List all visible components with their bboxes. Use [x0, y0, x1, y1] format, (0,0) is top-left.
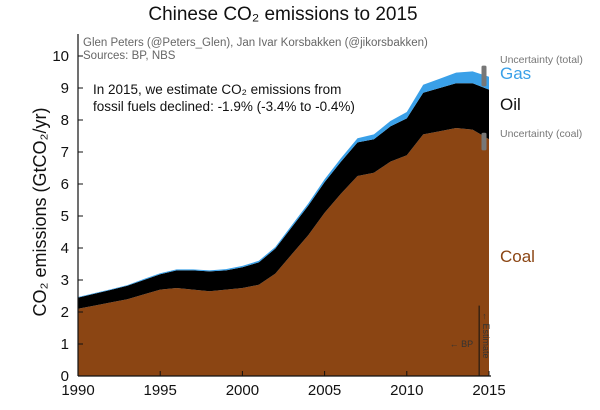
y-tick-label: 5: [61, 208, 69, 225]
y-tick-label: 3: [61, 272, 69, 289]
uncertainty-bars: [481, 65, 487, 151]
x-tick-label: 2010: [390, 382, 423, 399]
area-gas: [78, 71, 489, 298]
y-axis-label: CO₂ emissions (GtCO₂/yr): [30, 108, 50, 317]
y-tick-label: 0: [61, 368, 69, 385]
x-tick-label: 2015: [472, 382, 505, 399]
y-tick-label: 8: [61, 112, 69, 129]
y-tick-label: 6: [61, 176, 69, 193]
legend-gas: Gas: [500, 64, 531, 83]
stacked-areas: [78, 71, 489, 376]
y-ticks: 0 1 2 3 4 5 6 7 8 9 10: [52, 48, 83, 385]
area-oil: [78, 83, 489, 309]
x-tick-label: 1995: [144, 382, 177, 399]
uncertainty-bar-total: [481, 65, 487, 87]
y-tick-label: 1: [61, 336, 69, 353]
y-tick-label: 9: [61, 80, 69, 97]
legend-coal: Coal: [500, 247, 535, 266]
chart-title: Chinese CO₂ emissions to 2015: [148, 4, 417, 25]
legend-oil: Oil: [500, 95, 521, 114]
x-tick-label: 1990: [61, 382, 94, 399]
annotation-line-2: fossil fuels declined: -1.9% (-3.4% to -…: [93, 99, 355, 114]
y-tick-label: 10: [52, 48, 69, 65]
estimate-label: ← Estimate: [481, 312, 491, 359]
credit-text: Glen Peters (@Peters_Glen), Jan Ivar Kor…: [83, 37, 428, 49]
legend-uncertainty-total: Uncertainty (total): [500, 54, 583, 66]
annotation-line-1: In 2015, we estimate CO₂ emissions from: [93, 82, 341, 97]
y-tick-label: 4: [61, 240, 69, 257]
area-coal: [78, 128, 489, 376]
legend-uncertainty-coal: Uncertainty (coal): [500, 128, 582, 140]
x-tick-label: 2000: [226, 382, 259, 399]
x-ticks: 1990 1995 2000 2005 2010 2015: [61, 371, 506, 399]
x-tick-label: 2005: [308, 382, 341, 399]
y-tick-label: 7: [61, 144, 69, 161]
y-tick-label: 2: [61, 304, 69, 321]
sources-text: Sources: BP, NBS: [83, 50, 176, 62]
axes: [77, 34, 491, 377]
bp-label: ← BP: [450, 339, 474, 349]
uncertainty-bar-coal: [481, 132, 487, 151]
